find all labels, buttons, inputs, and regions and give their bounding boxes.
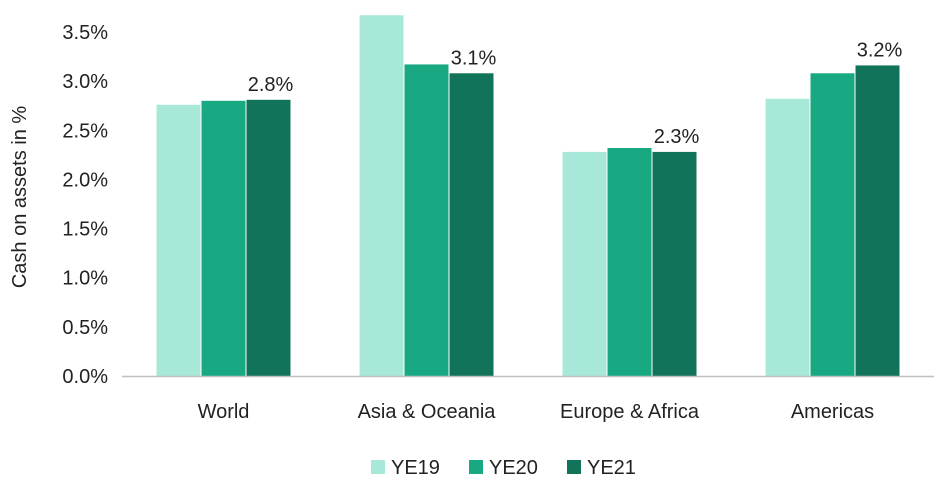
legend: YE19 YE20 YE21 (371, 457, 636, 479)
bar-ye21-0 (246, 99, 291, 377)
legend-swatch-ye21 (567, 460, 581, 474)
data-label: 2.3% (654, 126, 700, 148)
bar-ye21-2 (652, 151, 697, 376)
x-tick-label: Americas (791, 401, 874, 423)
bar-ye19-1 (359, 15, 404, 376)
y-tick-label: 2.0% (62, 169, 108, 191)
bar-ye20-1 (404, 64, 449, 376)
data-label: 2.8% (248, 74, 294, 96)
y-tick-label: 0.5% (62, 317, 108, 339)
bar-ye19-0 (156, 104, 201, 376)
legend-swatch-ye19 (371, 460, 385, 474)
y-tick-label: 3.5% (62, 22, 108, 44)
x-axis: World Asia & Oceania Europe & Africa Americ… (198, 401, 875, 423)
bar-ye19-3 (765, 98, 810, 376)
x-tick-label: Europe & Africa (560, 401, 700, 423)
x-tick-label: Asia & Oceania (358, 401, 497, 423)
bar-ye21-1 (449, 73, 494, 376)
y-axis-label: Cash on assets in % (9, 106, 31, 289)
y-tick-label: 1.5% (62, 219, 108, 241)
bar-ye21-3 (855, 65, 900, 376)
y-tick-label: 2.5% (62, 120, 108, 142)
data-labels: 2.8% 3.1% 2.3% 3.2% (248, 39, 903, 147)
bar-ye20-0 (201, 100, 246, 377)
y-tick-label: 0.0% (62, 366, 108, 388)
x-tick-label: World (198, 401, 250, 423)
y-tick-label: 3.0% (62, 71, 108, 93)
legend-label-ye21: YE21 (587, 457, 636, 479)
bar-ye20-3 (810, 73, 855, 376)
legend-label-ye20: YE20 (489, 457, 538, 479)
bars (156, 15, 900, 377)
y-axis: 0.0% 0.5% 1.0% 1.5% 2.0% 2.5% 3.0% 3.5% (62, 22, 108, 388)
data-label: 3.1% (451, 47, 497, 69)
data-label: 3.2% (857, 39, 903, 61)
bar-ye19-2 (562, 151, 607, 376)
legend-swatch-ye20 (469, 460, 483, 474)
y-tick-label: 1.0% (62, 268, 108, 290)
legend-label-ye19: YE19 (391, 457, 440, 479)
bar-ye20-2 (607, 147, 652, 376)
